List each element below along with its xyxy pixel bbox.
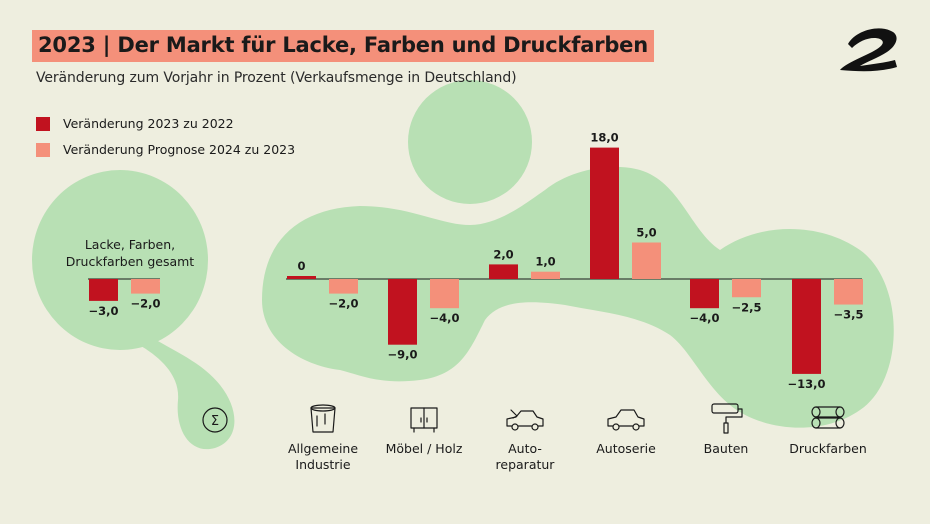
summary-bar-2024 [131,279,160,294]
main-blob [262,166,894,428]
legend-label-2024: Veränderung Prognose 2024 zu 2023 [63,142,296,157]
value-label-paint-roller-2023: −4,0 [689,311,719,325]
value-label-paint-bucket-2024: −2,0 [328,297,358,311]
category-icons-group [310,403,845,434]
value-label-paint-bucket-2023: 0 [297,259,305,273]
bar-print-rolls-2024 [834,279,863,305]
bar-cabinet-2024 [430,279,459,309]
legend-label-2023: Veränderung 2023 zu 2022 [63,116,234,131]
bar-paint-bucket-2024 [329,279,358,294]
summary-label-line1: Lacke, Farben, [85,237,175,252]
value-label-car-2023: 18,0 [590,131,618,145]
brand-logo-icon [840,28,897,72]
category-label-4: Bauten [704,441,749,456]
svg-text:Σ: Σ [211,414,219,429]
paint-roller-icon [711,403,743,434]
value-label-paint-roller-2024: −2,5 [731,300,761,314]
category-label-1: Möbel / Holz [386,441,463,456]
value-label-damaged-car-2023: 2,0 [493,247,513,261]
category-label-2: Auto- [508,441,542,456]
bars-group [89,147,863,374]
summary-blob-tail [130,330,235,450]
car-icon [607,409,645,431]
category-label-5: Druckfarben [789,441,867,456]
bar-car-2023 [590,147,619,279]
print-rolls-icon [811,406,845,429]
category-label-2-line2: reparatur [496,457,556,472]
paint-bucket-icon [310,404,336,433]
category-label-0-line2: Industrie [295,457,350,472]
chart-subtitle: Veränderung zum Vorjahr in Prozent (Verk… [36,70,517,86]
summary-bar-2023 [89,279,118,301]
bar-paint-bucket-2023 [287,276,316,279]
background-blobs [32,80,894,450]
bar-print-rolls-2023 [792,279,821,374]
summary-value-label-2024: −2,0 [130,297,160,311]
value-label-car-2024: 5,0 [636,226,656,240]
value-label-print-rolls-2023: −13,0 [787,377,825,391]
bar-cabinet-2023 [388,279,417,345]
value-label-print-rolls-2024: −3,5 [833,308,863,322]
summary-label-line2: Druckfarben gesamt [66,254,194,269]
category-label-0: Allgemeine [288,441,358,456]
bar-car-2024 [632,242,661,279]
cabinet-icon [410,407,438,433]
legend-swatch-2024 [36,143,50,157]
value-label-cabinet-2024: −4,0 [429,311,459,325]
value-labels-group: −3,0 −2,0 0 −2,0 −9,0 −4,0 2,0 1,0 18,0 5,0 −4,0 −2… [88,131,863,391]
bar-damaged-car-2023 [489,264,518,279]
summary-blob [32,170,208,350]
bar-damaged-car-2024 [531,271,560,279]
bar-paint-roller-2024 [732,279,761,298]
damaged-car-icon [506,409,544,431]
top-circle-blob [408,80,532,204]
summary-value-label-2023: −3,0 [88,304,118,318]
value-label-damaged-car-2024: 1,0 [535,255,555,269]
legend-swatch-2023 [36,117,50,131]
category-label-3: Autoserie [596,441,656,456]
value-label-cabinet-2023: −9,0 [387,348,417,362]
sigma-icon: Σ [202,407,228,433]
chart-title: 2023 | Der Markt für Lacke, Farben und D… [32,30,654,62]
bar-paint-roller-2023 [690,279,719,309]
